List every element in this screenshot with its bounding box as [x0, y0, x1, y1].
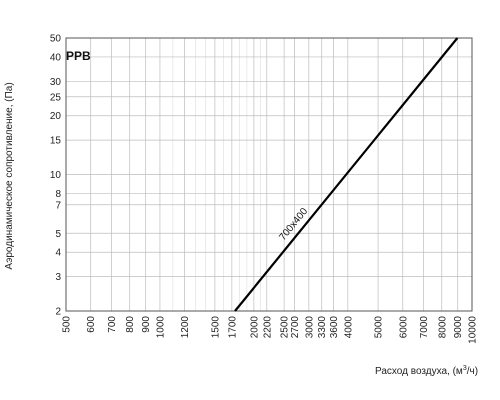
x-tick-label: 6000	[398, 316, 409, 339]
x-tick-label: 500	[62, 316, 73, 333]
x-tick-labels: 500 600 700 800 900 1000 1200 1500 1700 2000 2200 2…	[62, 316, 479, 344]
chart-title: PPB	[66, 49, 91, 63]
x-tick-label: 700	[107, 316, 118, 333]
x-tick-label: 2200	[262, 316, 273, 339]
y-tick-labels: 2 3 4 5 78 10 15 20 25 30 40 50	[50, 34, 62, 318]
x-tick-label: 10000	[468, 316, 479, 344]
x-tick-label: 2700	[290, 316, 301, 339]
x-tick-label: 3300	[317, 316, 328, 339]
y-tick-label: 50	[50, 34, 62, 45]
plot-frame	[65, 37, 473, 312]
y-tick-label: 2	[55, 307, 61, 318]
y-tick-label: 30	[50, 77, 62, 88]
y-tick-label: 4	[55, 248, 61, 259]
y-tick-label: 25	[50, 92, 62, 103]
x-axis-title: Расход воздуха, (м3/ч)	[375, 365, 478, 377]
x-tick-label: 3000	[304, 316, 315, 339]
x-axis-title-superscript: 3	[463, 365, 467, 372]
x-axis-title-main: Расход воздуха, (м	[375, 366, 463, 377]
x-tick-label: 1700	[227, 316, 238, 339]
x-tick-label: 8000	[437, 316, 448, 339]
x-axis-title-end: /ч)	[467, 366, 478, 377]
y-axis-title: Аэродинамическое сопротивление, (Па)	[4, 82, 15, 269]
y-tick-label: 7	[55, 200, 61, 211]
y-tick-label: 8	[55, 189, 61, 200]
y-tick-label: 3	[55, 272, 61, 283]
x-tick-label: 1000	[155, 316, 166, 339]
x-tick-label: 7000	[419, 316, 430, 339]
y-tick-label: 20	[50, 111, 62, 122]
x-tick-label: 1200	[180, 316, 191, 339]
x-tick-label: 3600	[329, 316, 340, 339]
x-tick-label: 800	[125, 316, 136, 333]
x-tick-label: 1500	[210, 316, 221, 339]
y-tick-label: 10	[50, 170, 62, 181]
y-tick-label: 5	[55, 229, 61, 240]
x-tick-label: 2500	[280, 316, 291, 339]
series-line	[234, 37, 459, 312]
x-tick-label: 900	[141, 316, 152, 333]
x-tick-label: 5000	[374, 316, 385, 339]
y-tick-label: 15	[50, 136, 62, 147]
x-tick-label: 600	[86, 316, 97, 333]
x-tick-label: 4000	[343, 316, 354, 339]
x-tick-label: 9000	[453, 316, 464, 339]
x-tick-label: 2000	[249, 316, 260, 339]
y-tick-label: 40	[50, 52, 62, 63]
